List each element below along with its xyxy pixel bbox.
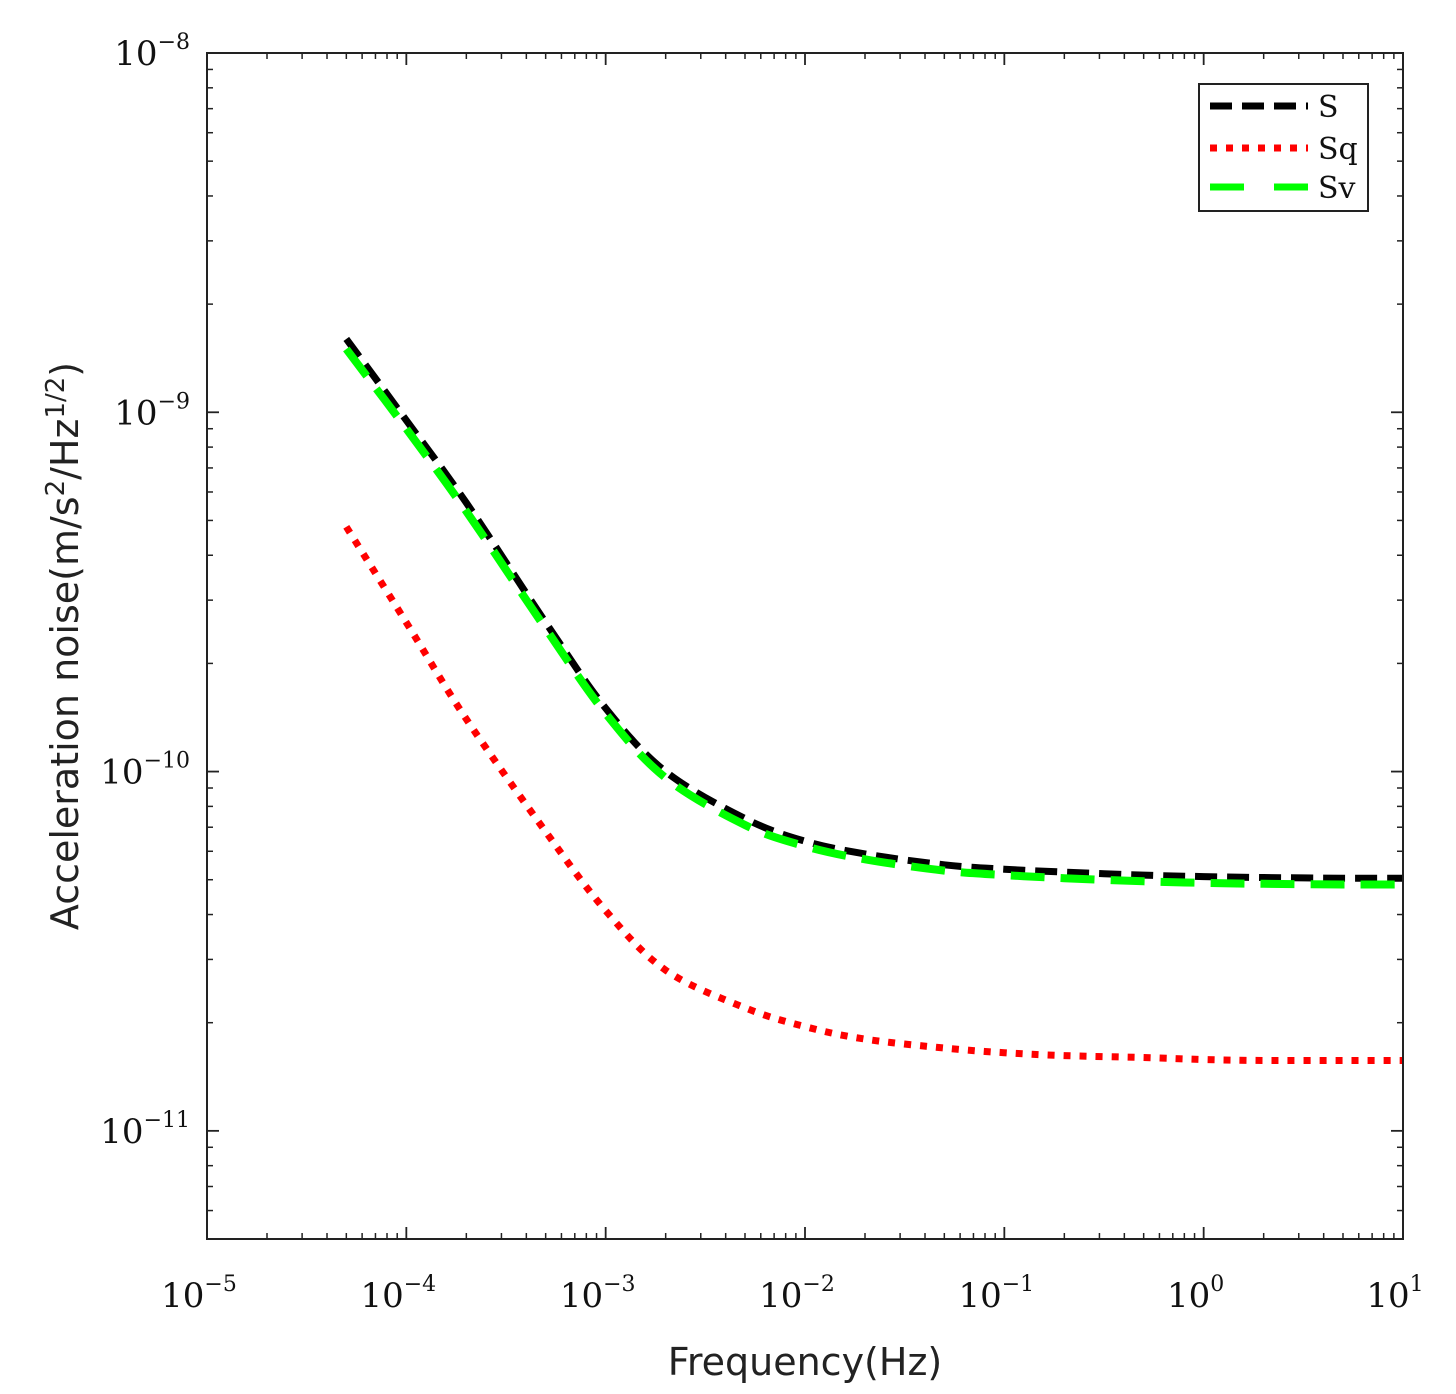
y-axis-title-part3: ) [43,362,87,377]
y-axis-title-part1: Acceleration noise(m/s [43,496,87,930]
y-tick-label: 10−9 [114,389,190,433]
legend-label-Sq: Sq [1318,132,1358,167]
y-tick-label: 10−11 [100,1108,190,1152]
x-axis-title: Frequency(Hz) [668,1340,942,1384]
x-tick-labels: 10−5 10−4 10−3 10−2 10−1 100 101 [161,1272,1423,1316]
y-tick-label: 10−8 [114,30,190,74]
series-line-Sv [343,346,1404,889]
series-layer [343,336,1404,1065]
y-axis-title: Acceleration noise(m/s2/Hz1/2) [41,362,87,930]
y-axis-title-sup2: 1/2 [41,377,71,419]
x-tick-label: 10−5 [161,1272,237,1316]
legend-label-Sv: Sv [1318,171,1356,206]
x-tick-label: 10−2 [759,1272,835,1316]
series-line-Sq [343,524,1403,1065]
y-tick-label: 10−10 [100,749,190,793]
x-tick-label: 10−1 [958,1272,1034,1316]
legend: S Sq Sv [1198,83,1369,212]
x-tick-label: 10−4 [360,1272,436,1316]
series-line-S [343,336,1404,882]
y-axis-title-part2: /Hz [43,419,87,480]
y-axis-title-sup1: 2 [41,480,71,497]
legend-label-S: S [1318,90,1339,125]
x-tick-label: 100 [1167,1272,1224,1316]
y-tick-labels: 10−11 10−10 10−9 10−8 [100,30,190,1152]
x-tick-label: 10−3 [560,1272,636,1316]
x-tick-label: 101 [1366,1272,1423,1316]
plot-area-frame [206,52,1404,1240]
